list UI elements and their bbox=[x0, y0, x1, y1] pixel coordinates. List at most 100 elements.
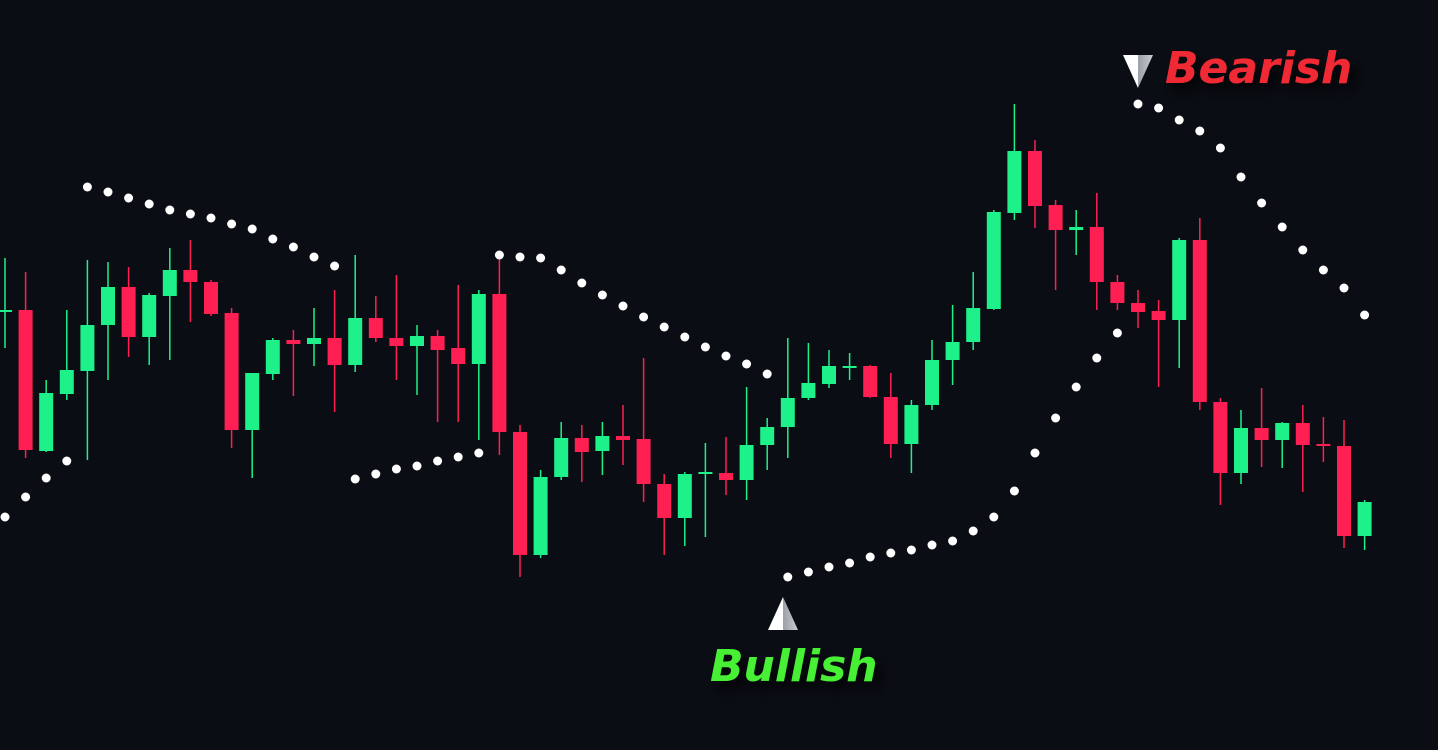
sar-dot bbox=[906, 545, 916, 555]
sar-dot bbox=[309, 252, 319, 262]
candle-body bbox=[822, 366, 836, 384]
sar-dot bbox=[989, 512, 999, 522]
sar-dot bbox=[1071, 382, 1081, 392]
sar-dot bbox=[62, 456, 72, 466]
candle-body bbox=[1316, 444, 1331, 446]
sar-dot bbox=[865, 552, 875, 562]
sar-dot bbox=[536, 253, 546, 263]
candle-body bbox=[183, 270, 198, 282]
candle-body bbox=[307, 338, 321, 344]
candle-body bbox=[1089, 227, 1104, 282]
candle-body bbox=[1028, 151, 1042, 206]
sar-dot bbox=[391, 464, 401, 474]
bearish-arrow bbox=[1123, 55, 1153, 88]
sar-dot bbox=[288, 242, 298, 252]
candle-body bbox=[760, 427, 775, 445]
sar-dot bbox=[968, 526, 978, 536]
sar-dot bbox=[556, 265, 566, 275]
candle-body bbox=[616, 436, 630, 440]
sar-dot bbox=[1154, 103, 1164, 113]
candle-body bbox=[39, 393, 54, 451]
sar-dot bbox=[783, 572, 793, 582]
sar-dot bbox=[597, 290, 607, 300]
candle-body bbox=[533, 477, 548, 555]
sar-dot bbox=[1030, 448, 1040, 458]
sar-dot bbox=[1092, 353, 1102, 363]
sar-dot bbox=[247, 224, 257, 234]
candle-body bbox=[904, 405, 919, 444]
candle-body bbox=[842, 366, 857, 368]
candle-body bbox=[1337, 446, 1351, 536]
candle-body bbox=[863, 366, 878, 397]
plot bbox=[0, 99, 1372, 582]
candle-body bbox=[245, 373, 260, 430]
candle-body bbox=[142, 295, 157, 337]
candle-body bbox=[945, 342, 960, 360]
sar-dot bbox=[371, 469, 381, 479]
candle-body bbox=[18, 310, 33, 450]
sar-dot bbox=[82, 182, 92, 192]
sar-dot bbox=[577, 278, 587, 288]
candle-body bbox=[430, 336, 445, 350]
candle-body bbox=[1295, 423, 1310, 445]
candle-body bbox=[636, 439, 651, 484]
sar-dot bbox=[680, 332, 690, 342]
candle-body bbox=[1213, 402, 1228, 473]
candle-body bbox=[1069, 227, 1084, 230]
sar-dot bbox=[1236, 172, 1246, 182]
sar-dot bbox=[350, 474, 360, 484]
candle-body bbox=[677, 474, 692, 518]
sar-dot bbox=[330, 261, 340, 271]
sar-dot bbox=[700, 342, 710, 352]
candle-body bbox=[389, 338, 404, 346]
sar-dot bbox=[948, 536, 958, 546]
sar-dot bbox=[1009, 486, 1019, 496]
candle-body bbox=[739, 445, 754, 480]
candle-body bbox=[368, 318, 383, 338]
candle-body bbox=[265, 340, 280, 374]
sar-dot bbox=[474, 448, 484, 458]
candle-body bbox=[286, 340, 301, 344]
candle-body bbox=[513, 432, 527, 555]
candle-body bbox=[1110, 282, 1125, 303]
candle-body bbox=[1172, 240, 1187, 320]
candle-body bbox=[162, 270, 177, 296]
candle-body bbox=[966, 308, 981, 342]
candle-body bbox=[410, 336, 424, 346]
candle-body bbox=[1048, 205, 1063, 230]
candle-body bbox=[101, 287, 115, 325]
sar-dot bbox=[494, 250, 504, 260]
candle-body bbox=[1131, 303, 1145, 312]
candle-body bbox=[0, 310, 12, 312]
sar-dot bbox=[1174, 115, 1184, 125]
sar-dot bbox=[639, 312, 649, 322]
candle-body bbox=[492, 294, 507, 432]
sar-dot bbox=[824, 562, 834, 572]
candle-body bbox=[574, 438, 589, 452]
sar-dot bbox=[886, 548, 896, 558]
candle-body bbox=[1234, 428, 1248, 473]
candle-body bbox=[698, 472, 713, 474]
candle-body bbox=[80, 325, 95, 371]
candle-body bbox=[348, 318, 363, 365]
sar-dot bbox=[144, 199, 154, 209]
candle-body bbox=[471, 294, 486, 364]
sar-dot bbox=[1277, 222, 1287, 232]
sar-dot bbox=[41, 473, 51, 483]
candle-body bbox=[986, 212, 1001, 309]
sar-dot bbox=[206, 213, 216, 223]
candle-body bbox=[327, 338, 342, 365]
candle-body bbox=[883, 397, 898, 444]
sar-dot bbox=[618, 301, 628, 311]
sar-dot bbox=[803, 567, 813, 577]
bullish-label: Bullish bbox=[710, 641, 878, 692]
sar-dot bbox=[268, 234, 278, 244]
sar-dot bbox=[742, 359, 752, 369]
bearish-label: Bearish bbox=[1165, 43, 1352, 94]
sar-dot bbox=[721, 351, 731, 361]
sar-dot bbox=[1051, 413, 1061, 423]
candle-body bbox=[224, 313, 239, 430]
sar-dot bbox=[762, 369, 772, 379]
sar-dot bbox=[185, 209, 195, 219]
